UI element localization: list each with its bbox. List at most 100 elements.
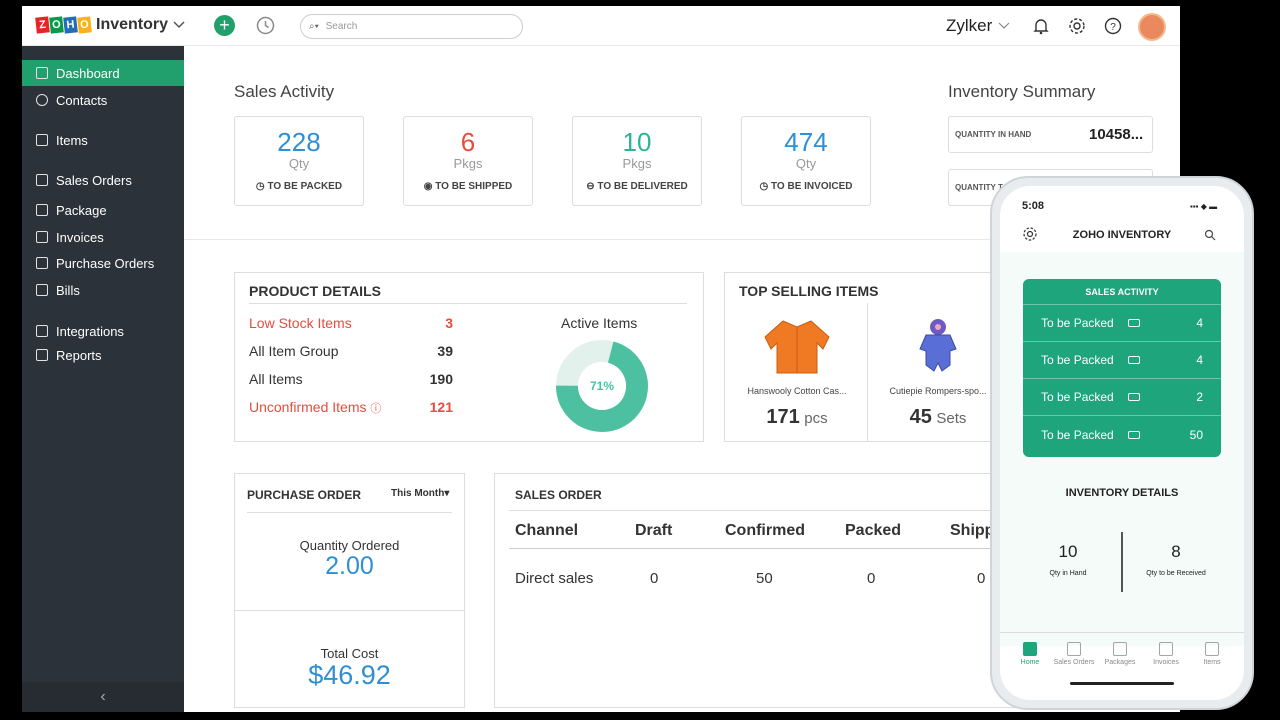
item-unit: pcs (804, 410, 828, 427)
sidebar-item-label: Bills (56, 282, 80, 298)
status-time: 5:08 (1022, 200, 1045, 212)
inventory-row-value: 10458... (1089, 126, 1144, 143)
sidebar-item-sales-orders[interactable]: Sales Orders (22, 167, 184, 193)
top-bar: Z O H O Inventory + ⌕▾ Search Zylker ? (22, 6, 1180, 46)
purchase-order-title: PURCHASE ORDER (247, 488, 362, 502)
qty-in-hand-label: Qty in Hand (1049, 570, 1087, 577)
sidebar-item-contacts[interactable]: Contacts (22, 87, 184, 113)
search-placeholder: Search (325, 21, 358, 32)
tab-label: Items (1203, 659, 1221, 666)
qty-ordered-value: 2.00 (325, 552, 374, 580)
phone-activity-row[interactable]: To be Packed 2 (1023, 379, 1221, 416)
app-logo[interactable]: Z O H O Inventory (35, 16, 186, 34)
table-cell-shipped: 0 (977, 570, 986, 587)
settings-gear-icon[interactable] (1022, 226, 1038, 242)
card-label: TO BE PACKED (267, 181, 343, 192)
sales-activity-card[interactable]: 474 Qty ◷ TO BE INVOICED (741, 116, 871, 206)
phone-activity-row[interactable]: To be Packed 4 (1023, 305, 1221, 342)
sidebar-item-package[interactable]: Package (22, 197, 184, 223)
tabbar-divider (1000, 632, 1244, 633)
caret-down-icon: ▾ (444, 488, 450, 499)
top-selling-item[interactable]: Hanswooly Cotton Cas... 171 pcs (727, 303, 867, 441)
product-detail-row[interactable]: All Item Group 39 (249, 343, 453, 359)
qty-to-receive-value: 8 (1171, 542, 1181, 561)
sidebar-item-purchase-orders[interactable]: Purchase Orders (22, 250, 184, 276)
invoice-icon (1159, 642, 1173, 656)
tab-invoices[interactable]: Invoices (1144, 642, 1188, 666)
product-name: Inventory (96, 16, 169, 33)
tab-home[interactable]: Home (1008, 642, 1052, 666)
donut-hole (578, 362, 626, 410)
cell-divider (867, 303, 868, 441)
package-icon (36, 204, 48, 216)
tab-items[interactable]: Items (1190, 642, 1234, 666)
sales-activity-card[interactable]: 228 Qty ◷ TO BE PACKED (234, 116, 364, 206)
table-cell-draft: 0 (650, 570, 659, 587)
recent-history-icon[interactable] (255, 15, 276, 36)
row-label: All Item Group (249, 343, 339, 359)
sidebar-item-integrations[interactable]: Integrations (22, 318, 184, 344)
notification-bell-icon[interactable] (1032, 17, 1050, 35)
card-value: 10 (622, 127, 652, 157)
org-switcher[interactable]: Zylker (946, 16, 1011, 36)
row-label: To be Packed (1041, 353, 1114, 367)
qty-to-receive-label: Qty to be Received (1146, 570, 1206, 577)
cart-icon (36, 174, 48, 186)
package-icon (1113, 642, 1127, 656)
quick-create-button[interactable]: + (214, 15, 235, 36)
row-value: 39 (437, 343, 453, 359)
card-label: TO BE INVOICED (771, 181, 853, 192)
tab-label: Sales Orders (1053, 659, 1095, 666)
sales-activity-card[interactable]: 6 Pkgs ◉ TO BE SHIPPED (403, 116, 533, 206)
row-value: 121 (429, 399, 453, 415)
phone-activity-row[interactable]: To be Packed 50 (1023, 416, 1221, 453)
status-icons: ▪▪▪ ◆ ▬ (1190, 202, 1218, 211)
invoice-icon (36, 231, 48, 243)
product-detail-row[interactable]: All Items 190 (249, 371, 453, 387)
user-avatar[interactable] (1138, 13, 1166, 41)
top-selling-item[interactable]: Cutiepie Rompers-spo... 45 Sets (868, 303, 1008, 441)
search-input[interactable]: ⌕▾ Search (300, 14, 523, 39)
inventory-summary-row: QUANTITY IN HAND 10458... (948, 116, 1153, 153)
chevron-down-icon (173, 21, 185, 29)
sales-activity-card[interactable]: 10 Pkgs ⊖ TO BE DELIVERED (572, 116, 702, 206)
sidebar-item-items[interactable]: Items (22, 127, 184, 153)
user-icon (36, 94, 48, 106)
sidebar-item-dashboard[interactable]: Dashboard (22, 60, 184, 86)
sidebar-item-invoices[interactable]: Invoices (22, 224, 184, 250)
tab-packages[interactable]: Packages (1098, 642, 1142, 666)
sales-order-panel: SALES ORDER Channel Draft Confirmed Pack… (494, 473, 1034, 708)
help-icon[interactable]: ? (1104, 17, 1122, 35)
tab-sales-orders[interactable]: Sales Orders (1052, 642, 1096, 666)
settings-gear-icon[interactable] (1068, 17, 1086, 35)
active-items-donut: 71% (556, 340, 648, 432)
qty-in-hand-value: 10 (1058, 542, 1078, 561)
phone-mockup: 5:08 ▪▪▪ ◆ ▬ ZOHO INVENTORY SALES ACTIVI… (990, 176, 1254, 710)
truck-icon: ◉ (423, 181, 433, 192)
period-label: This Month (391, 488, 445, 499)
total-cost-label: Total Cost (320, 646, 379, 661)
chevron-down-icon (998, 22, 1010, 29)
sidebar-collapse-button[interactable]: ‹ (22, 682, 184, 712)
row-value: 4 (1196, 316, 1203, 330)
phone-activity-row[interactable]: To be Packed 4 (1023, 342, 1221, 379)
card-label: TO BE DELIVERED (597, 181, 688, 192)
tab-label: Packages (1104, 659, 1136, 666)
phone-screen: 5:08 ▪▪▪ ◆ ▬ ZOHO INVENTORY SALES ACTIVI… (1000, 186, 1244, 700)
period-dropdown[interactable]: This Month▾ (391, 488, 449, 499)
sidebar-item-reports[interactable]: Reports (22, 342, 184, 368)
inventory-divider (1121, 532, 1123, 592)
panel-divider (249, 303, 687, 304)
sidebar-item-bills[interactable]: Bills (22, 277, 184, 303)
zoho-logo: Z O H O (35, 16, 92, 34)
row-value: 2 (1196, 390, 1203, 404)
search-icon[interactable] (1204, 229, 1216, 241)
purchase-order-panel: PURCHASE ORDER This Month▾ Quantity Orde… (234, 473, 465, 708)
header-divider (509, 548, 1029, 549)
phone-title: ZOHO INVENTORY (1072, 229, 1172, 241)
product-detail-row[interactable]: Low Stock Items 3 (249, 315, 453, 331)
sidebar-item-label: Sales Orders (56, 172, 132, 188)
truck-icon (1127, 356, 1140, 364)
sidebar-item-label: Purchase Orders (56, 255, 155, 271)
product-detail-row[interactable]: Unconfirmed Items ⓘ 121 (249, 399, 453, 416)
